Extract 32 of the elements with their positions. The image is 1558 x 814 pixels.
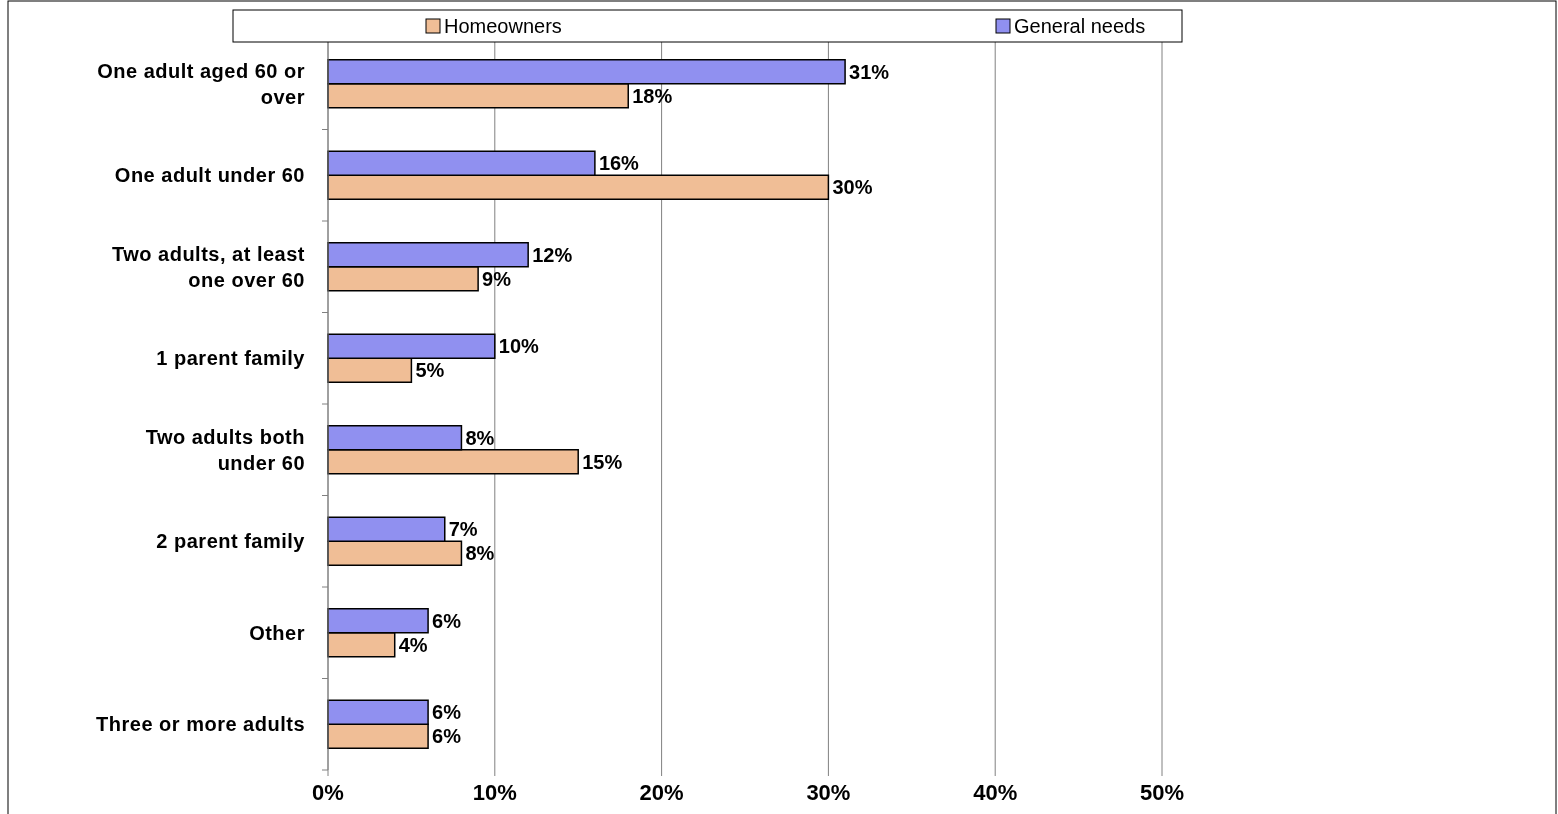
legend-label: Homeowners xyxy=(444,15,562,37)
y-tick-label: One adult aged 60 or over xyxy=(97,59,305,108)
data-label: 9% xyxy=(482,267,512,290)
x-tick-label: 40% xyxy=(973,779,1018,805)
y-tick-label: Two adults both under 60 xyxy=(145,425,305,474)
x-tick-label: 50% xyxy=(1139,779,1185,805)
y-tick-label: 1 parent family xyxy=(156,347,306,370)
data-label: 7% xyxy=(448,518,478,541)
data-label: 30% xyxy=(832,176,873,199)
data-label: 18% xyxy=(632,84,673,107)
y-tick-label: One adult under 60 xyxy=(114,164,305,187)
data-label: 6% xyxy=(432,609,462,632)
y-tick-label: Three or more adults xyxy=(96,713,305,736)
data-label: 6% xyxy=(432,701,462,724)
data-label: 12% xyxy=(532,243,573,266)
y-tick-label: Other xyxy=(249,621,305,644)
data-label: 15% xyxy=(582,450,623,473)
data-label: 8% xyxy=(465,426,495,449)
data-label: 16% xyxy=(598,152,640,175)
data-label: 4% xyxy=(398,633,428,656)
x-tick-label: 10% xyxy=(472,779,517,805)
x-tick-label: 30% xyxy=(806,779,851,805)
data-label: 5% xyxy=(415,359,445,382)
x-tick-label: 0% xyxy=(312,779,344,805)
data-label: 6% xyxy=(432,725,462,748)
x-tick-label: 20% xyxy=(639,779,684,805)
y-tick-label: 2 parent family xyxy=(156,530,306,553)
y-tick-label: Two adults, at least one over 60 xyxy=(112,242,305,291)
legend-label: General needs xyxy=(1014,15,1146,37)
data-label: 8% xyxy=(465,542,495,565)
data-label: 10% xyxy=(498,335,540,358)
data-label: 31% xyxy=(849,60,890,83)
